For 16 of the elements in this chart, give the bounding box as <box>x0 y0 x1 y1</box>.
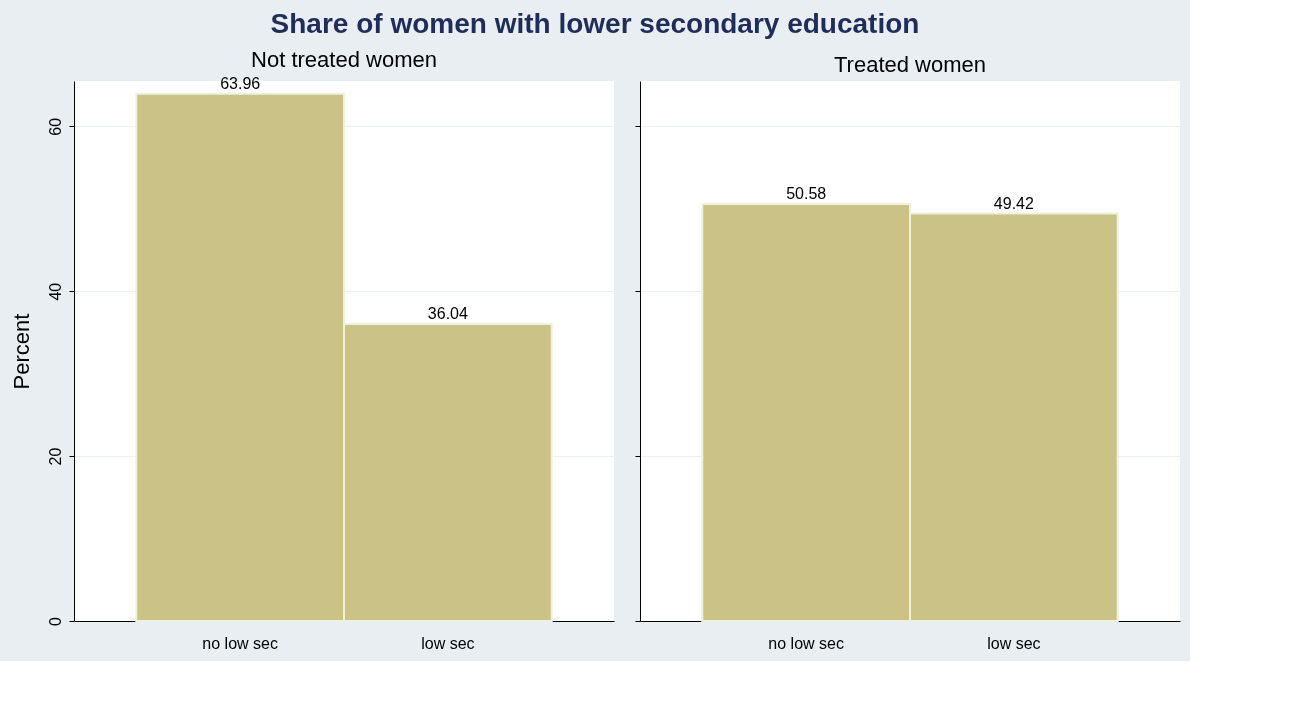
x-tick-label: no low sec <box>202 634 278 652</box>
y-axis-title: Percent <box>8 313 34 390</box>
x-tick-label: low sec <box>421 634 475 652</box>
y-tick-label: 40 <box>46 282 64 301</box>
data-label: 49.42 <box>993 194 1034 212</box>
data-label: 63.96 <box>220 74 261 92</box>
chart-subtitle: Not treated women <box>251 46 437 72</box>
y-tick-label: 60 <box>46 117 64 136</box>
y-tick-label: 0 <box>46 616 64 626</box>
x-tick-label: low sec <box>987 634 1041 652</box>
data-label: 36.04 <box>427 304 468 322</box>
chart-subtitle: Treated women <box>833 52 987 77</box>
data-label: 50.58 <box>786 185 827 202</box>
chart-title: Share of women with lower secondary education <box>270 7 920 39</box>
y-tick-label: 20 <box>46 447 64 466</box>
x-tick-label: no low sec <box>768 634 844 652</box>
